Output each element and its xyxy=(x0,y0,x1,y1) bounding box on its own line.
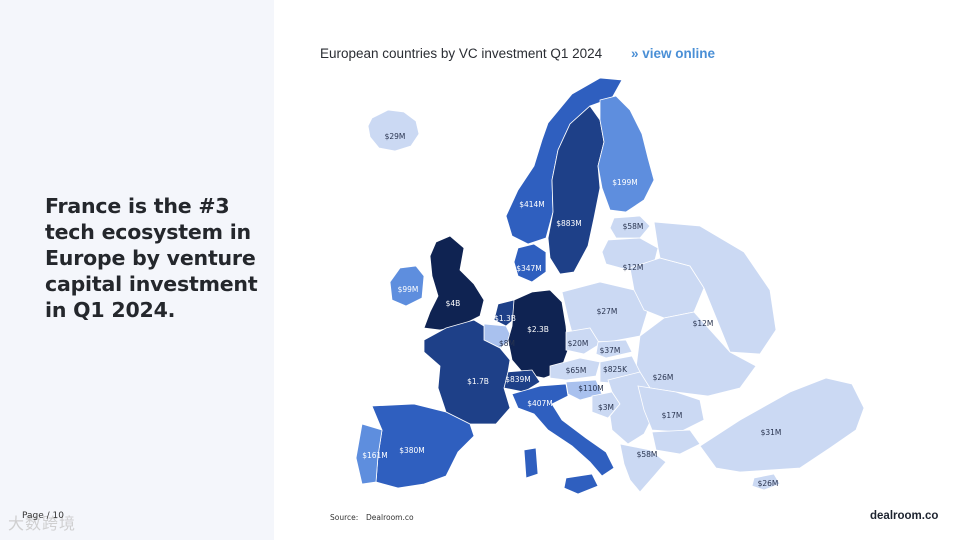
label-germany: $2.3B xyxy=(527,325,549,334)
country-italy[interactable] xyxy=(511,383,615,477)
label-iceland: $29M xyxy=(385,132,406,141)
label-denmark: $347M xyxy=(516,264,542,273)
country-france[interactable] xyxy=(423,319,511,425)
watermark: 大数跨境 xyxy=(8,514,77,533)
label-switzerland: $839M xyxy=(505,375,531,384)
label-france: $1.7B xyxy=(467,377,489,386)
label-belarus: $12M xyxy=(693,319,714,328)
country-turkey[interactable] xyxy=(699,377,865,473)
country-greece[interactable] xyxy=(619,443,667,493)
country-cyprus[interactable] xyxy=(751,473,781,491)
label-latvia: $12M xyxy=(623,263,644,272)
country-bulgaria[interactable] xyxy=(651,429,701,455)
country-italy-sardinia[interactable] xyxy=(523,447,539,479)
country-finland[interactable] xyxy=(597,95,655,213)
label-cyprus: $26M xyxy=(758,479,779,488)
country-iceland[interactable] xyxy=(367,109,420,152)
map-title: European countries by VC investment Q1 2… xyxy=(320,46,603,61)
country-austria[interactable] xyxy=(549,357,601,381)
country-denmark[interactable] xyxy=(513,243,547,283)
label-ireland: $99M xyxy=(398,285,419,294)
label-belgium: $8M xyxy=(499,339,515,348)
label-portugal: $161M xyxy=(362,451,388,460)
country-united-kingdom[interactable] xyxy=(423,235,485,331)
label-spain: $380M xyxy=(399,446,425,455)
view-online-link[interactable]: » view online xyxy=(631,46,716,61)
label-turkey: $31M xyxy=(761,428,782,437)
country-portugal[interactable] xyxy=(355,423,383,485)
country-slovakia[interactable] xyxy=(595,339,633,359)
label-austria: $65M xyxy=(566,366,587,375)
label-czechia: $20M xyxy=(568,339,589,348)
label-finland: $199M xyxy=(612,178,638,187)
page-number: Page / 10 xyxy=(22,511,64,521)
label-netherlands: $1.3B xyxy=(494,314,516,323)
country-ireland[interactable] xyxy=(389,265,425,307)
label-italy: $407M xyxy=(527,399,553,408)
left-panel: France is the #3 tech ecosystem in Europ… xyxy=(0,0,274,540)
label-romania: $17M xyxy=(662,411,683,420)
label-hungary: $825K xyxy=(603,365,628,374)
headline: France is the #3 tech ecosystem in Europ… xyxy=(45,194,258,322)
label-norway: $414M xyxy=(519,200,545,209)
label-ukraine: $26M xyxy=(653,373,674,382)
country-italy-sicily[interactable] xyxy=(563,473,599,495)
label-greece: $58M xyxy=(637,450,658,459)
country-russia[interactable] xyxy=(653,221,777,355)
brand-logo: dealroom.co xyxy=(870,510,939,522)
label-slovenia: $110M xyxy=(578,384,604,393)
country-czechia[interactable] xyxy=(565,327,601,355)
label-sweden: $883M xyxy=(556,219,582,228)
label-slovakia: $37M xyxy=(600,346,621,355)
label-united-kingdom: $4B xyxy=(446,299,461,308)
label-estonia: $58M xyxy=(623,222,644,231)
label-poland: $27M xyxy=(597,307,618,316)
source-label: Source: xyxy=(330,513,359,522)
source-value: Dealroom.co xyxy=(366,513,414,522)
country-romania[interactable] xyxy=(637,385,705,433)
label-croatia: $3M xyxy=(598,403,614,412)
